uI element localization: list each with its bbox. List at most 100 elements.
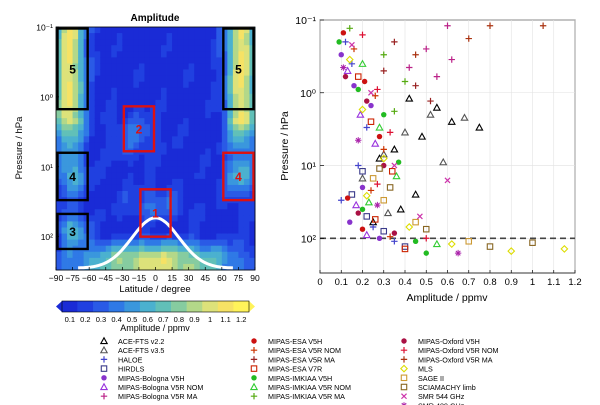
data-point	[388, 168, 396, 175]
heatmap-cell	[94, 81, 101, 89]
heatmap-cell	[188, 51, 195, 58]
heatmap-cell	[138, 112, 145, 119]
legend-label: MIPAS-IMKIAA V5R NOM	[268, 383, 351, 392]
heatmap-cell	[105, 57, 112, 64]
heatmap-cell	[221, 172, 228, 180]
heatmap-cell	[72, 112, 79, 119]
legend-label: MIPAS-Bologna V5R NOM	[118, 383, 203, 392]
heatmap-cell	[183, 99, 190, 107]
heatmap-cell	[199, 124, 206, 131]
heatmap-cell	[122, 263, 129, 271]
colorbar-swatch	[186, 301, 203, 312]
heatmap-cell	[78, 63, 85, 70]
series-mipas-esa-v5r-ma	[380, 38, 434, 105]
y-tick-label: 10¹	[301, 161, 317, 173]
heatmap-cell	[94, 99, 101, 107]
heatmap-cell	[144, 27, 151, 34]
heatmap-cell	[56, 263, 62, 271]
heatmap-cell	[127, 87, 134, 95]
heatmap-cell	[232, 51, 239, 58]
heatmap-cell	[221, 221, 228, 228]
heatmap-cell	[161, 87, 167, 95]
heatmap-cell	[149, 33, 156, 40]
heatmap-cell	[216, 136, 223, 143]
heatmap-cell	[155, 45, 162, 52]
heatmap-cell	[94, 87, 101, 95]
heatmap-cell	[138, 203, 145, 210]
colorbar-swatch	[93, 301, 110, 312]
heatmap-cell	[238, 112, 245, 119]
legend-label: MIPAS-Oxford V5R NOM	[418, 346, 499, 355]
heatmap-cell	[199, 148, 206, 155]
data-point	[376, 165, 383, 172]
heatmap-cell	[172, 118, 179, 125]
heatmap-cell	[232, 257, 239, 265]
heatmap-cell	[161, 215, 167, 222]
heatmap-cell	[232, 160, 239, 168]
heatmap-cell	[183, 239, 190, 247]
heatmap-cell	[94, 197, 101, 204]
heatmap-cell	[221, 245, 228, 253]
heatmap-cell	[61, 142, 68, 149]
heatmap-cell	[210, 239, 217, 247]
heatmap-cell	[161, 63, 167, 70]
region-box	[56, 27, 89, 111]
heatmap-cell	[172, 160, 179, 168]
heatmap-cell	[149, 160, 156, 168]
heatmap-cell	[155, 172, 162, 180]
heatmap-cell	[177, 130, 184, 137]
heatmap-cell	[155, 27, 162, 34]
legend-marker	[251, 338, 257, 344]
heatmap-cell	[238, 172, 245, 180]
data-point	[507, 247, 516, 256]
heatmap-cell	[232, 239, 239, 247]
heatmap-cell	[67, 160, 73, 168]
heatmap-cell	[155, 99, 162, 107]
heatmap-cell	[177, 39, 184, 46]
heatmap-cell	[232, 172, 239, 180]
heatmap-cell	[122, 33, 129, 40]
heatmap-cell	[205, 124, 212, 131]
heatmap-cell	[210, 245, 217, 253]
heatmap-cell	[183, 209, 190, 216]
heatmap-cell	[243, 87, 250, 95]
heatmap-cell	[227, 69, 234, 76]
heatmap-cell	[172, 239, 179, 247]
heatmap-cell	[183, 191, 190, 198]
heatmap-cell	[238, 118, 245, 125]
heatmap-cell	[72, 184, 79, 192]
heatmap-cell	[172, 112, 179, 119]
heatmap-cell	[216, 203, 223, 210]
heatmap-cell	[210, 233, 217, 241]
heatmap-cell	[144, 221, 151, 228]
legend-item: HALOE	[100, 355, 143, 364]
heatmap-cell	[194, 87, 201, 95]
heatmap-cell	[67, 57, 73, 64]
data-point	[386, 233, 394, 240]
heatmap-cell	[205, 81, 212, 89]
heatmap-cell	[238, 136, 245, 143]
data-point	[355, 210, 361, 216]
data-point	[367, 187, 375, 194]
heatmap-cell	[205, 172, 212, 180]
heatmap-cell	[94, 75, 101, 83]
heatmap-cell	[111, 87, 118, 95]
heatmap-cell	[89, 93, 96, 101]
data-point	[361, 78, 368, 85]
heatmap-cell	[133, 63, 140, 70]
x-tick-label: 30	[184, 273, 194, 283]
heatmap-cell	[56, 172, 62, 180]
heatmap-cell	[105, 130, 112, 137]
heatmap-cell	[144, 93, 151, 101]
data-point	[364, 197, 374, 206]
heatmap-cell	[100, 99, 107, 107]
heatmap-title: Amplitude	[131, 13, 180, 24]
heatmap-cell	[205, 112, 212, 119]
heatmap-cell	[161, 112, 167, 119]
heatmap-cell	[94, 130, 101, 137]
heatmap-cell	[149, 63, 156, 70]
heatmap-cell	[221, 69, 228, 76]
heatmap-cell	[232, 251, 239, 259]
series-mipas-esa-v7r	[354, 73, 409, 253]
heatmap-cell	[194, 148, 201, 155]
